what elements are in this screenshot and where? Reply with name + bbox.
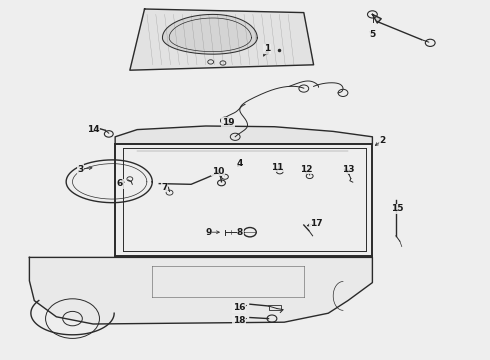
Text: 8: 8	[237, 228, 243, 237]
Text: 3: 3	[78, 165, 84, 174]
Text: 6: 6	[117, 179, 123, 188]
Text: 14: 14	[87, 125, 99, 134]
Polygon shape	[130, 9, 314, 70]
Text: 9: 9	[205, 228, 212, 237]
Polygon shape	[372, 14, 381, 23]
Text: 17: 17	[310, 219, 322, 228]
Polygon shape	[115, 126, 372, 144]
Text: 2: 2	[379, 136, 385, 145]
Text: 15: 15	[391, 204, 403, 213]
Text: 7: 7	[161, 183, 168, 192]
Text: 19: 19	[221, 118, 234, 127]
Text: 12: 12	[300, 165, 313, 174]
Text: 4: 4	[237, 159, 244, 168]
Text: 5: 5	[369, 30, 375, 39]
Polygon shape	[163, 14, 257, 54]
Text: 11: 11	[270, 163, 283, 172]
Text: 16: 16	[233, 303, 245, 312]
Text: 13: 13	[342, 165, 354, 174]
Text: 1: 1	[264, 44, 270, 53]
Polygon shape	[29, 257, 372, 324]
Text: 10: 10	[212, 166, 224, 175]
Text: 18: 18	[233, 316, 245, 325]
